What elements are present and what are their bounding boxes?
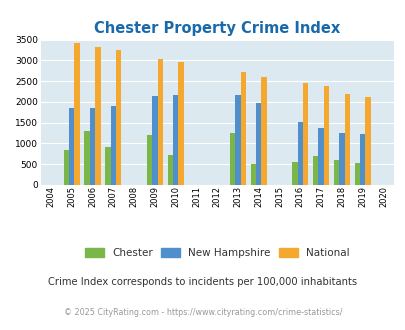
Bar [173,95,178,185]
Bar [256,104,261,185]
Bar [110,106,116,185]
Bar [152,96,157,185]
Text: Crime Index corresponds to incidents per 100,000 inhabitants: Crime Index corresponds to incidents per… [48,278,357,287]
Legend: Chester, New Hampshire, National: Chester, New Hampshire, National [85,248,349,258]
Bar [84,131,90,185]
Bar [354,163,359,185]
Bar [157,59,162,185]
Bar [90,109,95,185]
Bar [292,162,297,185]
Bar [235,95,240,185]
Title: Chester Property Crime Index: Chester Property Crime Index [94,21,339,36]
Bar [95,47,100,185]
Bar [318,128,323,185]
Bar [312,156,318,185]
Bar [261,77,266,185]
Bar [178,62,183,185]
Bar [302,83,308,185]
Bar [116,50,121,185]
Bar [240,72,245,185]
Bar [250,164,256,185]
Bar [74,43,80,185]
Bar [359,134,364,185]
Bar [323,86,328,185]
Bar [69,109,74,185]
Bar [297,122,302,185]
Bar [338,133,344,185]
Bar [147,135,152,185]
Bar [364,97,370,185]
Bar [167,154,173,185]
Bar [333,160,338,185]
Bar [229,133,235,185]
Bar [344,93,349,185]
Text: © 2025 CityRating.com - https://www.cityrating.com/crime-statistics/: © 2025 CityRating.com - https://www.city… [64,308,341,317]
Bar [105,148,110,185]
Bar [64,149,69,185]
